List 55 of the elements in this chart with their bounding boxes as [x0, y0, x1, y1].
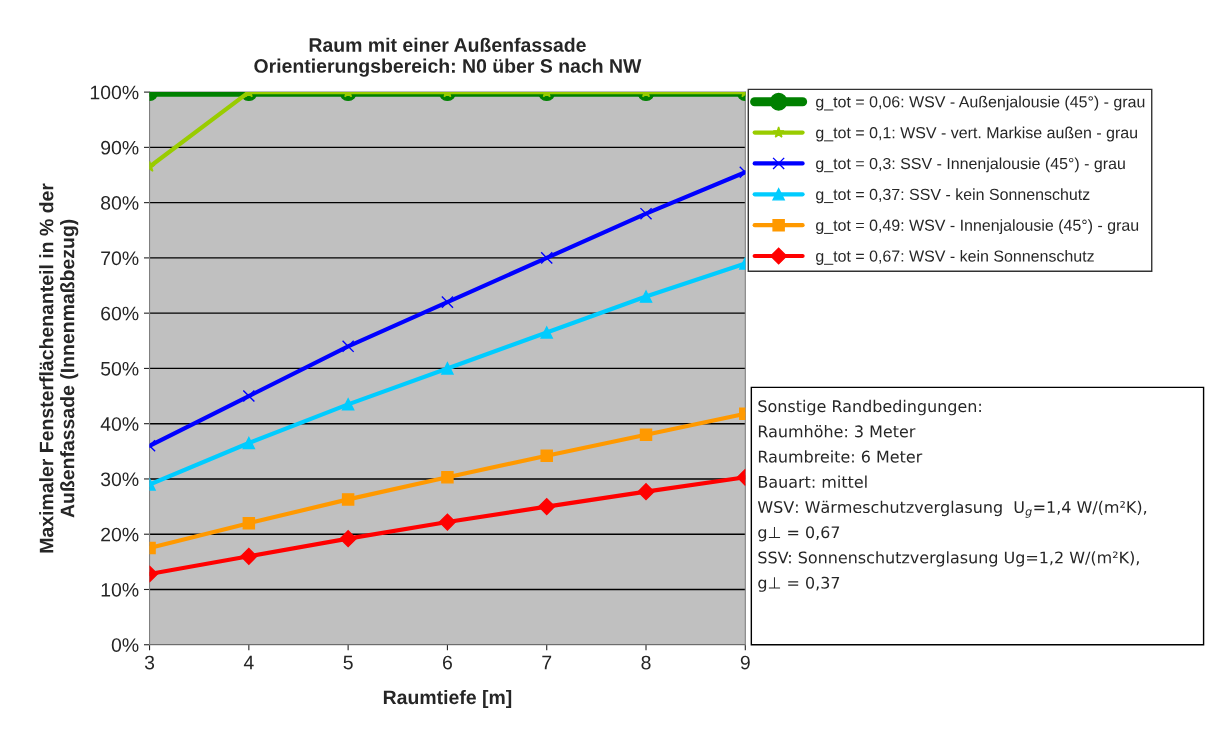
point [242, 516, 256, 530]
legend-label: g_tot = 0,37: SSV - kein Sonnenschutz [816, 188, 1090, 204]
point [639, 207, 653, 220]
point [441, 362, 454, 375]
point [639, 290, 653, 303]
y-tick-label: 20% [101, 527, 139, 542]
point [341, 493, 355, 506]
point [339, 530, 357, 548]
x-tick-label: 7 [542, 655, 552, 670]
text: WSV: Wärmeschutzverglasung U$_{g}$=1,4 W/(m²K), [757, 500, 1147, 518]
legend-label: g_tot = 0,67: WSV - kein Sonnenschutz [816, 250, 1094, 265]
y-axis-title: Maximaler Fensterflächenanteil in % der Außenfassade (Innenmaßbezug) [39, 183, 79, 553]
point [242, 436, 256, 450]
y-tick-label: 80% [101, 196, 139, 210]
text: g⊥ = 0,37 [758, 576, 840, 592]
point [341, 398, 355, 411]
x-tick-label: 9 [740, 655, 750, 670]
x-axis-title: Raumtiefe [m] [383, 689, 512, 709]
y-tick-label: 30% [100, 472, 139, 487]
legend-label: g_tot = 0,3: SSV - Innenjalousie (45°) - grau [816, 157, 1125, 173]
point [639, 428, 653, 441]
point [540, 449, 553, 462]
x-tick-label: 6 [443, 655, 452, 670]
text: Raumbreite: 6 Meter [758, 450, 923, 463]
x-tick-label: 3 [144, 655, 155, 670]
x-tick-label: 5 [343, 655, 353, 670]
y-tick-label: 0% [111, 638, 139, 652]
y-tick-label: 10% [101, 582, 139, 597]
legend-label: g_tot = 0,06: WSV - Außenjalousie (45°) - grau [816, 95, 1145, 111]
point [538, 498, 556, 516]
point [540, 251, 553, 265]
y-tick-label: 60% [101, 306, 139, 321]
point [441, 295, 454, 309]
y-tick-label: 100% [90, 85, 139, 100]
legend-label: g_tot = 0,49: WSV - Innenjalousie (45°) - grau [816, 219, 1139, 235]
y-tick-label: 70% [101, 251, 139, 266]
y-tick-label: 90% [101, 140, 139, 155]
x-tick-label: 8 [641, 655, 651, 670]
text: SSV: Sonnenschutzverglasung Ug=1,2 W/(m²K), [758, 551, 1139, 567]
legend-label: g_tot = 0,1: WSV - vert. Markise außen - grau [816, 126, 1137, 142]
y-tick-label: 50% [100, 361, 139, 376]
text: Sonstige Randbedingungen: [758, 399, 981, 416]
text: Raumhöhe: 3 Meter [758, 425, 916, 438]
point [341, 340, 355, 353]
y-tick-label: 40% [100, 417, 139, 431]
point [540, 326, 553, 339]
text: g⊥ = 0,67 [758, 526, 840, 542]
text: Bauart: mittel [758, 475, 867, 488]
point [441, 471, 454, 484]
point [242, 389, 256, 403]
x-tick-label: 4 [243, 655, 254, 670]
point [637, 483, 655, 501]
point [240, 547, 258, 565]
point [438, 513, 456, 531]
chart-title: Raum mit einer Außenfassade Orientierungsbereich: N0 über S nach NW [254, 37, 642, 77]
